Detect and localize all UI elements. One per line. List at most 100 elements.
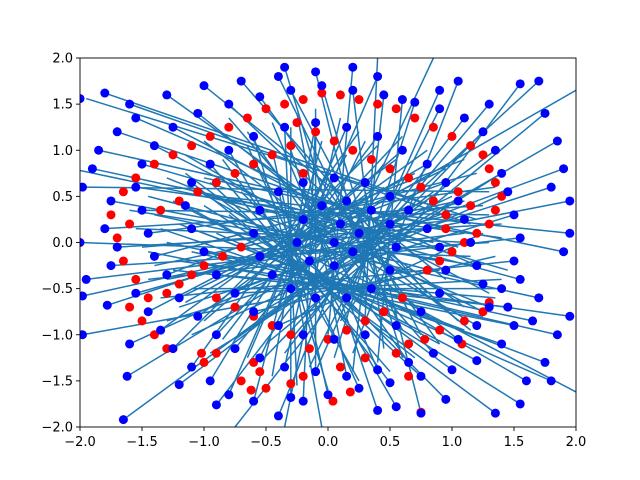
blue-point bbox=[484, 99, 494, 109]
connection-line bbox=[197, 112, 472, 331]
connection-lines bbox=[80, 58, 576, 427]
blue-point bbox=[224, 390, 234, 400]
blue-point bbox=[236, 76, 246, 86]
red-point bbox=[236, 242, 246, 252]
blue-point bbox=[497, 339, 507, 349]
blue-point bbox=[187, 362, 197, 372]
red-point bbox=[490, 178, 500, 188]
blue-point bbox=[515, 274, 525, 284]
red-point bbox=[255, 367, 265, 377]
blue-point bbox=[565, 196, 575, 206]
y-tick-label: 2.0 bbox=[52, 52, 73, 67]
red-point bbox=[137, 316, 147, 326]
blue-point bbox=[298, 214, 308, 224]
red-point bbox=[131, 173, 141, 183]
blue-point bbox=[546, 376, 556, 386]
blue-point bbox=[100, 88, 110, 98]
blue-point bbox=[112, 127, 122, 137]
blue-point bbox=[249, 307, 259, 317]
red-point bbox=[410, 113, 420, 123]
blue-point bbox=[255, 92, 265, 102]
red-point bbox=[335, 362, 345, 372]
blue-point bbox=[323, 390, 333, 400]
connection-line bbox=[160, 260, 515, 299]
blue-point bbox=[515, 233, 525, 243]
y-tick-label: −1.5 bbox=[41, 374, 73, 389]
red-point bbox=[335, 90, 345, 100]
blue-point bbox=[373, 365, 383, 375]
blue-point bbox=[373, 405, 383, 415]
red-point bbox=[416, 182, 426, 192]
blue-point bbox=[540, 357, 550, 367]
blue-point bbox=[459, 113, 469, 123]
blue-point bbox=[286, 85, 296, 95]
red-point bbox=[267, 150, 277, 160]
blue-point bbox=[112, 242, 122, 252]
blue-point bbox=[280, 62, 290, 72]
blue-point bbox=[125, 339, 135, 349]
blue-point bbox=[441, 178, 451, 188]
red-point bbox=[267, 321, 277, 331]
blue-point bbox=[472, 356, 482, 366]
red-point bbox=[286, 379, 296, 389]
blue-point bbox=[298, 330, 308, 340]
blue-point bbox=[404, 357, 414, 367]
red-point bbox=[447, 247, 457, 257]
blue-point bbox=[298, 396, 308, 406]
blue-point bbox=[472, 261, 482, 271]
blue-point bbox=[81, 274, 91, 284]
blue-point bbox=[255, 251, 265, 261]
connection-line bbox=[278, 89, 576, 262]
blue-point bbox=[180, 201, 190, 211]
blue-point bbox=[360, 330, 370, 340]
red-point bbox=[193, 187, 203, 197]
red-point bbox=[246, 385, 256, 395]
x-tick-label: 2.0 bbox=[566, 435, 587, 450]
blue-point bbox=[273, 187, 283, 197]
red-point bbox=[199, 357, 209, 367]
blue-point bbox=[286, 392, 296, 402]
blue-point bbox=[354, 383, 364, 393]
red-point bbox=[478, 307, 488, 317]
red-point bbox=[168, 150, 178, 160]
red-point bbox=[211, 293, 221, 303]
y-axis: −2.0 −1.5 −1.0 −0.5 0.0 0.5 1.0 1.5 2.0 bbox=[41, 52, 80, 436]
connection-line bbox=[271, 122, 317, 377]
x-axis: −2.0 −1.5 −1.0 −0.5 0.0 0.5 1.0 1.5 2.0 bbox=[64, 427, 586, 450]
blue-point bbox=[80, 182, 87, 192]
blue-point bbox=[484, 302, 494, 312]
blue-point bbox=[280, 122, 290, 132]
red-point bbox=[459, 316, 469, 326]
blue-point bbox=[453, 76, 463, 86]
blue-point bbox=[80, 291, 87, 301]
y-tick-label: 0.0 bbox=[52, 236, 73, 251]
blue-point bbox=[397, 145, 407, 155]
blue-point bbox=[280, 362, 290, 372]
red-point bbox=[490, 205, 500, 215]
blue-point bbox=[193, 311, 203, 321]
connection-line bbox=[234, 228, 391, 427]
red-point bbox=[459, 238, 469, 247]
blue-point bbox=[286, 284, 296, 294]
red-point bbox=[453, 187, 463, 197]
connection-line bbox=[154, 214, 539, 299]
red-point bbox=[422, 265, 432, 275]
blue-point bbox=[205, 376, 215, 386]
red-point bbox=[286, 141, 296, 151]
blue-point bbox=[149, 141, 159, 151]
red-point bbox=[261, 383, 271, 393]
blue-point bbox=[156, 325, 166, 335]
connection-line bbox=[184, 172, 453, 371]
blue-point bbox=[162, 90, 172, 100]
red-point bbox=[162, 344, 172, 354]
blue-point bbox=[224, 99, 234, 109]
red-point bbox=[218, 251, 228, 261]
red-point bbox=[197, 348, 207, 358]
blue-point bbox=[102, 300, 112, 310]
blue-point bbox=[211, 400, 221, 410]
blue-point bbox=[342, 371, 352, 381]
blue-point bbox=[273, 321, 283, 331]
red-point bbox=[112, 233, 122, 243]
red-point bbox=[323, 334, 333, 344]
